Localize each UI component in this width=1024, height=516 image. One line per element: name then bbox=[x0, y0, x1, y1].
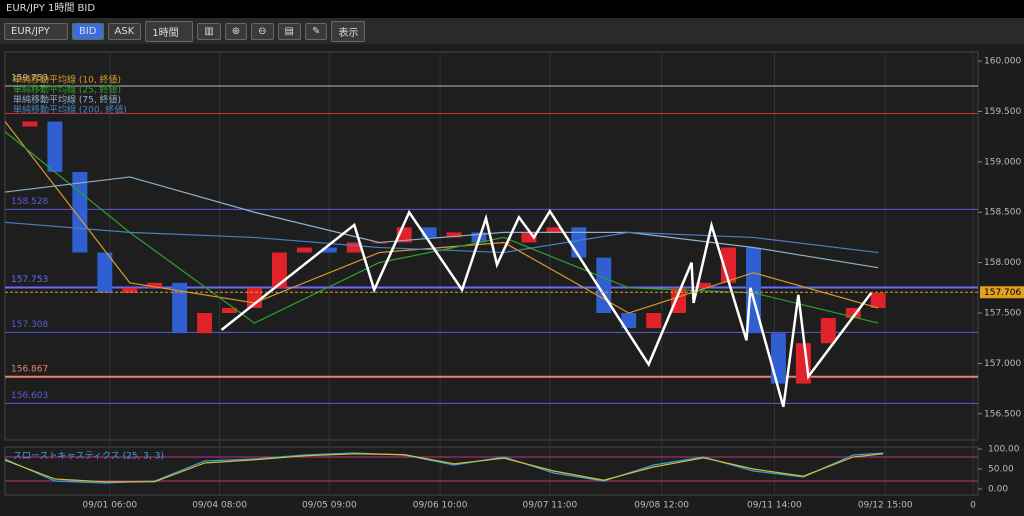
icon-button[interactable]: ⊖ bbox=[251, 22, 274, 40]
x-tick-label: 09/06 10:00 bbox=[413, 501, 468, 511]
icon-button[interactable]: ⊕ bbox=[224, 22, 248, 40]
moving-average bbox=[4, 121, 879, 314]
icon-button[interactable]: ▥ bbox=[197, 22, 221, 40]
candle bbox=[72, 171, 88, 253]
candle bbox=[197, 313, 213, 334]
stochastic-title: スローストキャスティクス (25, 3, 3) bbox=[13, 451, 164, 462]
candle bbox=[770, 333, 786, 384]
stochastic-line bbox=[4, 453, 884, 483]
legend-entry: 単純移動平均線 (200, 終値) bbox=[13, 104, 127, 116]
candle bbox=[97, 252, 113, 293]
y-tick-label: 159.500 bbox=[984, 107, 1021, 117]
candle bbox=[296, 247, 312, 253]
y-tick-label: 100.00 bbox=[988, 445, 1020, 455]
candle bbox=[696, 282, 712, 288]
stochastic-line bbox=[4, 452, 884, 484]
legend-entry: 単純移動平均線 (75, 終値) bbox=[13, 94, 121, 106]
candle bbox=[870, 292, 886, 308]
candle bbox=[122, 287, 138, 293]
y-tick-label: 159.000 bbox=[984, 157, 1021, 167]
candle bbox=[646, 313, 662, 329]
y-tick-label: 50.00 bbox=[988, 465, 1014, 475]
candle bbox=[721, 247, 736, 283]
candle bbox=[346, 242, 362, 253]
title-bar: EUR/JPY 1時間 BID bbox=[0, 0, 1024, 18]
legend-entry: 単純移動平均線 (10, 終値) bbox=[13, 74, 121, 86]
x-tick-label: 09/07 11:00 bbox=[523, 501, 578, 511]
y-tick-label: 156.500 bbox=[984, 409, 1021, 419]
candle bbox=[421, 227, 437, 238]
level-label: 158.528 bbox=[11, 197, 48, 207]
x-tick-label: 09/08 12:00 bbox=[634, 501, 689, 511]
icon-button[interactable]: ✎ bbox=[304, 22, 328, 40]
level-label: 157.753 bbox=[11, 275, 48, 285]
level-label: 156.603 bbox=[11, 391, 48, 401]
x-tick-label: 0 bbox=[970, 501, 976, 511]
candle bbox=[546, 227, 562, 233]
candle bbox=[621, 313, 637, 329]
candle bbox=[321, 247, 337, 253]
y-tick-label: 157.000 bbox=[984, 359, 1021, 369]
level-label: 159.753 bbox=[11, 73, 48, 83]
candle bbox=[446, 232, 462, 238]
x-tick-label: 09/12 15:00 bbox=[858, 501, 913, 511]
candle bbox=[22, 121, 38, 127]
candle bbox=[47, 121, 63, 172]
moving-average bbox=[4, 176, 879, 269]
price-tag bbox=[980, 286, 1024, 299]
icon-button[interactable]: ▤ bbox=[277, 22, 301, 40]
price-tag-label: 157.706 bbox=[984, 288, 1021, 298]
candle bbox=[820, 318, 836, 344]
x-tick-label: 09/04 08:00 bbox=[192, 501, 247, 511]
candle bbox=[671, 287, 687, 314]
zigzag-line bbox=[220, 208, 873, 408]
legend-entry: 単純移動平均線 (25, 終値) bbox=[13, 84, 121, 96]
y-tick-label: 157.500 bbox=[984, 309, 1021, 319]
candle bbox=[172, 282, 188, 334]
view-button[interactable]: 表示 bbox=[331, 20, 366, 42]
level-label: 157.308 bbox=[11, 320, 48, 330]
candle bbox=[222, 307, 238, 314]
chart: 156.500 157.000 157.500 158.000 158.500 159.0… bbox=[0, 44, 1024, 516]
candle bbox=[147, 282, 163, 288]
x-tick-label: 09/05 09:00 bbox=[302, 501, 357, 511]
moving-average bbox=[4, 221, 879, 254]
x-tick-label: 09/01 06:00 bbox=[82, 501, 137, 511]
y-tick-label: 158.000 bbox=[984, 258, 1021, 268]
y-tick-label: 158.500 bbox=[984, 208, 1021, 218]
candle bbox=[845, 307, 861, 319]
candle bbox=[521, 232, 537, 243]
bid-button[interactable]: BID bbox=[72, 22, 104, 40]
candle bbox=[271, 252, 287, 288]
x-tick-label: 09/11 14:00 bbox=[747, 501, 802, 511]
ask-button[interactable]: ASK bbox=[107, 22, 142, 40]
level-label: 156.867 bbox=[11, 364, 48, 374]
y-tick-label: 160.000 bbox=[984, 57, 1021, 67]
toolbar: EUR/JPY BID ASK 1時間 ▥ ⊕ ⊖ ▤ ✎ 表示 bbox=[0, 18, 1024, 44]
title: EUR/JPY 1時間 BID bbox=[6, 3, 96, 14]
symbol-select[interactable]: EUR/JPY bbox=[4, 22, 68, 40]
period-select[interactable]: 1時間 bbox=[145, 20, 194, 42]
y-tick-label: 0.00 bbox=[988, 485, 1008, 495]
